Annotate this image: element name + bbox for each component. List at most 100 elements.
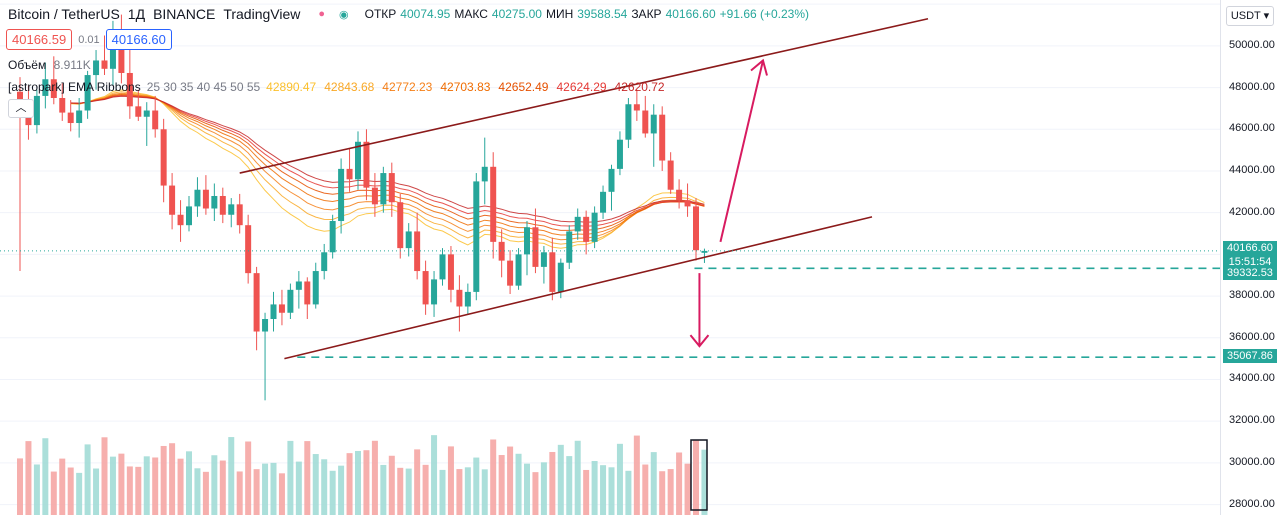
- eye-icon[interactable]: ●: [318, 8, 326, 20]
- exchange-label: BINANCE: [153, 6, 216, 22]
- candle-body: [363, 141, 370, 188]
- sell-button[interactable]: 40166.59: [6, 29, 73, 50]
- volume-bar: [566, 456, 573, 515]
- volume-bar: [532, 472, 539, 515]
- volume-bar: [312, 454, 319, 515]
- ema-ribbon-line: [70, 95, 705, 227]
- buy-button[interactable]: 40166.60: [105, 29, 172, 50]
- high-value: 40275.00: [491, 7, 542, 21]
- candle-body: [346, 168, 353, 180]
- interval-label[interactable]: 1Д: [127, 6, 146, 22]
- status-dot-icon: ◉: [339, 8, 349, 21]
- candle-body: [17, 91, 23, 103]
- candle-body: [659, 114, 666, 161]
- volume-bar: [253, 469, 260, 515]
- chart-area[interactable]: [0, 0, 1220, 515]
- volume-bar: [42, 438, 49, 515]
- price-tick-label: 44000.00: [1229, 163, 1275, 176]
- price-tick-label: 32000.00: [1229, 414, 1275, 427]
- price-chart[interactable]: [0, 0, 1220, 515]
- candle-body: [287, 289, 294, 313]
- ema-ribbon-line: [70, 91, 705, 245]
- currency-label: USDT: [1230, 10, 1261, 22]
- candle-body: [693, 206, 699, 251]
- ema-value: 42620.72: [614, 80, 665, 94]
- price-axis[interactable]: 50000.00 48000.00 46000.00 44000.00 42000.00…: [1220, 0, 1280, 515]
- candle-body: [464, 291, 471, 307]
- symbol-title[interactable]: Bitcoin / TetherUS: [8, 6, 120, 22]
- volume-bar: [464, 467, 471, 515]
- ema-value: 42772.23: [382, 80, 433, 94]
- candle-body: [405, 231, 412, 249]
- candle-body: [642, 110, 649, 134]
- candle-body: [616, 139, 623, 169]
- candle-body: [684, 200, 691, 207]
- ema-ribbon-line: [70, 89, 705, 249]
- candle-body: [84, 75, 91, 111]
- candle-body: [126, 72, 133, 107]
- volume-bar: [507, 446, 514, 515]
- candle-body: [59, 97, 66, 113]
- volume-bar: [600, 465, 607, 515]
- volume-bar: [245, 441, 252, 515]
- collapse-legend-button[interactable]: ︿: [8, 99, 34, 118]
- volume-bar: [447, 446, 454, 515]
- candle-body: [93, 60, 100, 76]
- volume-bar: [667, 469, 674, 515]
- ema-legend[interactable]: [astropark] EMA Ribbons 25 30 35 40 45 5…: [8, 80, 665, 94]
- high-label: МАКС: [454, 7, 488, 21]
- volume-bar: [194, 468, 201, 515]
- volume-bar: [583, 469, 590, 515]
- volume-legend[interactable]: Объём 8.911K: [8, 58, 91, 72]
- volume-bar: [50, 471, 57, 515]
- volume-bar: [676, 452, 683, 515]
- candle-body: [262, 319, 269, 332]
- ema-ribbon-line: [70, 92, 705, 241]
- volume-label: Объём: [8, 58, 47, 72]
- candle-body: [650, 114, 657, 134]
- candle-body: [160, 129, 167, 186]
- volume-bar: [616, 443, 623, 515]
- close-label: ЗАКР: [631, 7, 662, 21]
- ema-value: 42703.83: [440, 80, 491, 94]
- volume-bar: [338, 465, 345, 515]
- volume-bar: [135, 466, 142, 515]
- volume-bar: [633, 435, 640, 515]
- candle-body: [667, 160, 674, 190]
- candle-body: [109, 31, 116, 69]
- bar-countdown-tag: 15:51:54: [1223, 254, 1277, 269]
- volume-bar: [473, 457, 480, 515]
- volume-bar: [414, 449, 421, 515]
- open-value: 40074.95: [400, 7, 451, 21]
- volume-bar: [540, 462, 547, 515]
- volume-bar: [355, 450, 361, 515]
- ohlc-values: ОТКР 40074.95 МАКС 40275.00 МИН 39588.54 ЗА…: [365, 7, 809, 21]
- candle-body: [557, 262, 564, 292]
- candle-body: [50, 79, 57, 98]
- low-value: 39588.54: [577, 7, 628, 21]
- candle-body: [507, 260, 514, 286]
- currency-select[interactable]: USDT ▾: [1226, 6, 1274, 26]
- spread-value: 0.01: [78, 33, 100, 46]
- close-value: 40166.60: [665, 7, 716, 21]
- candle-body: [701, 250, 708, 253]
- price-tick-label: 28000.00: [1229, 497, 1275, 510]
- candle-body: [447, 254, 454, 290]
- volume-bar: [109, 456, 116, 515]
- volume-bar: [650, 452, 657, 515]
- volume-bar: [321, 459, 328, 515]
- candle-body: [202, 189, 209, 209]
- ema-ribbon-line: [70, 93, 705, 236]
- candle-body: [152, 110, 159, 130]
- volume-bar: [17, 458, 23, 515]
- volume-bar: [591, 460, 598, 515]
- volume-bar: [67, 467, 74, 515]
- volume-value: 8.911K: [53, 58, 91, 72]
- volume-bar: [93, 468, 100, 515]
- volume-bar: [152, 457, 159, 515]
- ema-periods: 25 30 35 40 45 50 55: [146, 80, 261, 94]
- candle-body: [371, 187, 378, 205]
- candle-body: [397, 202, 404, 249]
- candle-body: [549, 252, 556, 292]
- candle-body: [42, 79, 49, 96]
